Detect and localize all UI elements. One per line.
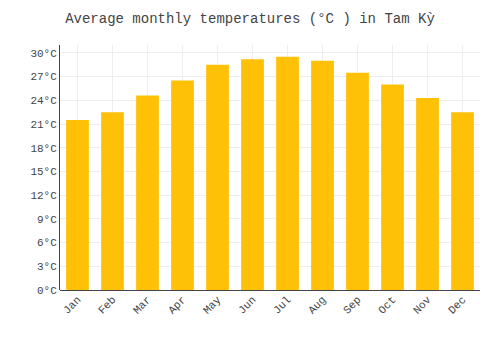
svg-text:Dec: Dec bbox=[446, 294, 468, 316]
svg-text:3°C: 3°C bbox=[37, 261, 57, 273]
svg-text:12°C: 12°C bbox=[30, 190, 57, 202]
svg-text:27°C: 27°C bbox=[30, 71, 57, 83]
svg-text:Jul: Jul bbox=[271, 294, 293, 316]
svg-text:21°C: 21°C bbox=[30, 119, 57, 131]
svg-text:Oct: Oct bbox=[376, 294, 398, 316]
svg-text:9°C: 9°C bbox=[37, 214, 57, 226]
svg-text:May: May bbox=[201, 294, 224, 317]
svg-text:Sep: Sep bbox=[341, 294, 363, 316]
svg-text:Jun: Jun bbox=[236, 294, 258, 316]
svg-text:30°C: 30°C bbox=[30, 48, 57, 60]
svg-text:Apr: Apr bbox=[166, 294, 188, 316]
svg-text:Mar: Mar bbox=[131, 294, 153, 316]
svg-text:Jan: Jan bbox=[61, 294, 83, 316]
svg-text:0°C: 0°C bbox=[37, 285, 57, 297]
svg-text:6°C: 6°C bbox=[37, 237, 57, 249]
svg-text:Average monthly temperatures (: Average monthly temperatures (°C ) in Ta… bbox=[65, 11, 435, 27]
svg-text:Aug: Aug bbox=[306, 294, 328, 316]
svg-text:Feb: Feb bbox=[96, 294, 118, 316]
svg-text:15°C: 15°C bbox=[30, 166, 57, 178]
svg-text:Nov: Nov bbox=[411, 294, 434, 317]
svg-text:24°C: 24°C bbox=[30, 95, 57, 107]
svg-text:18°C: 18°C bbox=[30, 143, 57, 155]
